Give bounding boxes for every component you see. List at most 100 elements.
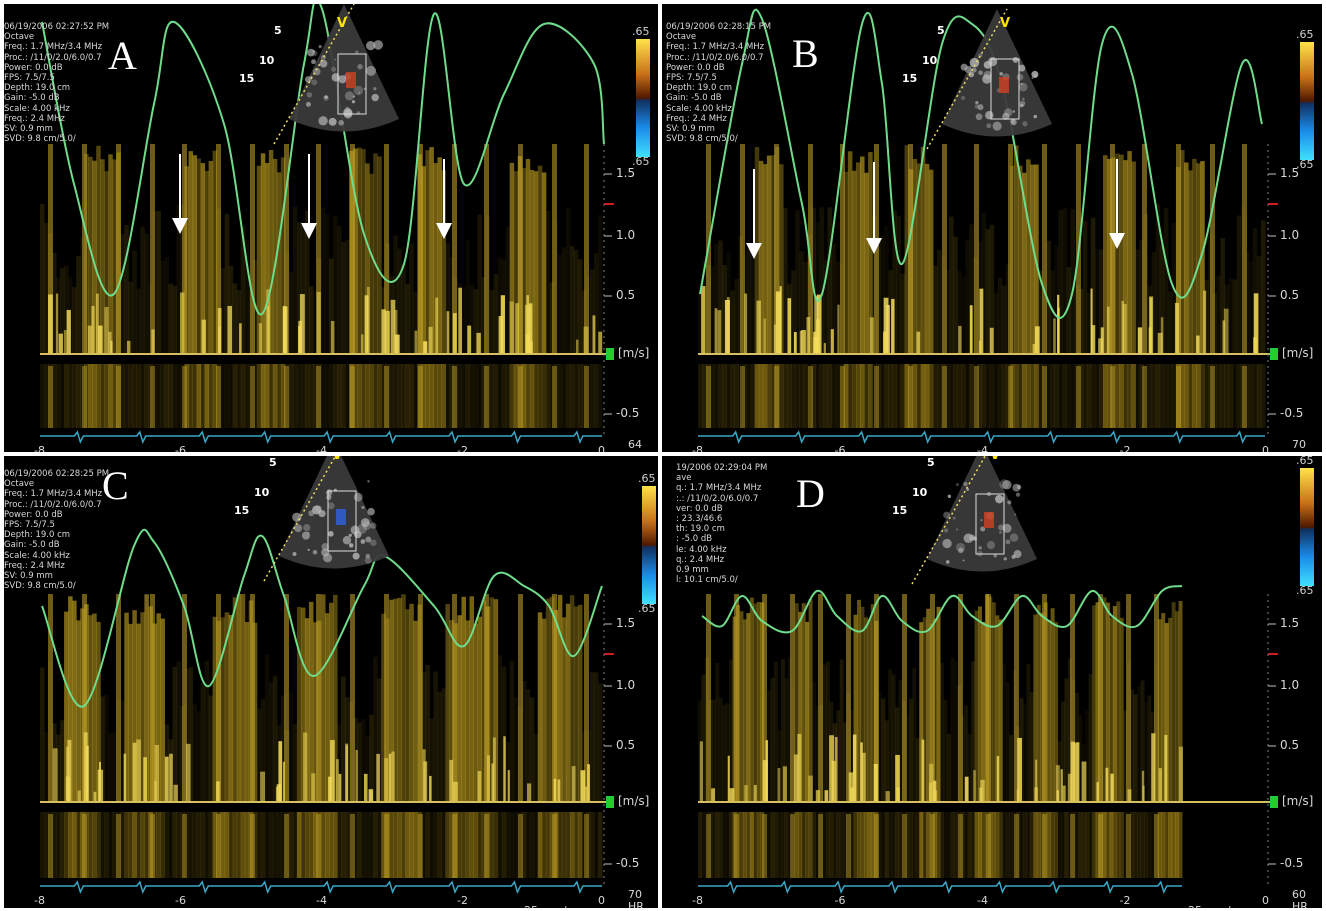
beat-bar xyxy=(584,144,589,354)
beat-bar xyxy=(584,366,589,428)
reverse-flow-column xyxy=(401,364,406,428)
reverse-flow-column xyxy=(839,812,844,878)
flow-envelope xyxy=(763,318,766,354)
reverse-flow-column xyxy=(774,364,780,428)
beat-bar xyxy=(1014,814,1019,878)
beat-bar xyxy=(1154,814,1159,878)
reverse-flow-column xyxy=(569,812,575,878)
spectral-column xyxy=(936,249,942,354)
spectral-column xyxy=(1102,597,1107,802)
spectral-column xyxy=(997,277,1003,354)
reverse-flow-column xyxy=(926,812,931,878)
spectral-column xyxy=(497,655,503,802)
spectral-column xyxy=(445,604,450,802)
beat-bar xyxy=(216,144,221,354)
reverse-flow-column xyxy=(120,364,125,428)
reverse-flow-column xyxy=(212,812,218,878)
flow-envelope xyxy=(151,329,155,354)
flow-envelope xyxy=(303,732,308,802)
spectral-column xyxy=(449,257,454,354)
reverse-flow-column xyxy=(843,364,849,428)
heart-rate-unit: HR xyxy=(628,900,644,908)
flow-envelope xyxy=(258,323,262,354)
tissue-speckle xyxy=(945,560,950,564)
beat-bar xyxy=(762,594,767,802)
reverse-flow-column xyxy=(1147,812,1152,878)
reverse-flow-column xyxy=(72,364,77,428)
spectral-column xyxy=(1123,160,1128,354)
reverse-flow-column xyxy=(144,812,149,878)
spectral-column xyxy=(843,722,848,802)
flow-envelope xyxy=(585,786,588,802)
reverse-flow-column xyxy=(136,364,141,428)
reverse-flow-column xyxy=(513,364,519,428)
reverse-flow-column xyxy=(200,812,206,878)
reverse-flow-column xyxy=(920,364,926,428)
reverse-flow-column xyxy=(116,364,121,428)
reverse-flow-column xyxy=(92,364,97,428)
reverse-flow-column xyxy=(64,364,69,428)
spectral-column xyxy=(1054,245,1059,354)
flow-envelope xyxy=(48,294,53,354)
reverse-flow-column xyxy=(112,812,117,878)
spectral-column xyxy=(1130,689,1135,802)
beat-bar xyxy=(958,594,963,802)
spectral-column xyxy=(888,669,893,802)
reverse-flow-column xyxy=(1111,364,1116,428)
reverse-flow-column xyxy=(509,812,515,878)
flow-envelope xyxy=(458,287,463,354)
reverse-flow-column xyxy=(64,812,69,878)
reverse-flow-column xyxy=(541,812,547,878)
flow-envelope xyxy=(55,293,59,354)
color-flow xyxy=(999,77,1009,93)
spectral-column xyxy=(308,601,314,802)
flow-envelope xyxy=(477,771,482,802)
flow-envelope xyxy=(598,331,603,354)
color-box xyxy=(337,53,367,115)
reverse-flow-column xyxy=(888,812,893,878)
spectral-column xyxy=(739,611,744,802)
depth-mark: 10 xyxy=(259,54,275,67)
scale-unit-marker xyxy=(1270,796,1278,808)
reverse-flow-column xyxy=(104,812,109,878)
info-line: Proc.: /11/0/2.0/6.0/0.7 xyxy=(4,499,102,510)
reverse-flow-column xyxy=(385,364,390,428)
reverse-flow-column xyxy=(321,364,326,428)
tissue-speckle xyxy=(360,539,366,544)
reverse-flow-column xyxy=(168,364,173,428)
flow-envelope xyxy=(592,315,596,354)
reverse-flow-column xyxy=(864,364,869,428)
acquisition-info: 06/19/2006 02:27:52 PM Octave Freq.: 1.7 M… xyxy=(4,22,109,144)
flow-envelope xyxy=(123,753,127,802)
spectral-column xyxy=(762,164,768,354)
spectral-column xyxy=(1184,162,1189,354)
reverse-flow-column xyxy=(1126,812,1131,878)
cursor-line xyxy=(263,456,337,582)
tissue-speckle xyxy=(321,548,330,557)
spectral-column xyxy=(811,207,816,354)
spectral-column xyxy=(425,665,430,802)
tissue-speckle xyxy=(982,74,992,84)
reverse-flow-column xyxy=(140,364,145,428)
reverse-flow-column xyxy=(296,812,302,878)
reverse-flow-column xyxy=(72,812,77,878)
reverse-flow-column xyxy=(581,812,587,878)
beat-bar xyxy=(116,366,121,428)
reverse-flow-column xyxy=(795,364,800,428)
info-line: SV: 0.9 mm xyxy=(666,124,715,135)
flow-envelope xyxy=(834,736,838,802)
flow-envelope xyxy=(91,305,95,354)
spectral-column xyxy=(365,163,370,354)
reverse-flow-column xyxy=(453,364,458,428)
spectral-column xyxy=(473,623,479,802)
flow-envelope xyxy=(509,301,514,354)
reverse-flow-column xyxy=(794,812,799,878)
spectral-column xyxy=(779,164,784,354)
spectral-column xyxy=(565,603,571,802)
info-line: Scale: 4.00 kHz xyxy=(4,103,70,114)
flow-envelope xyxy=(492,737,496,802)
spectral-column xyxy=(429,718,434,802)
spectral-column xyxy=(136,623,141,802)
depth-mark: 15 xyxy=(892,504,908,517)
reverse-flow-column xyxy=(44,364,49,428)
